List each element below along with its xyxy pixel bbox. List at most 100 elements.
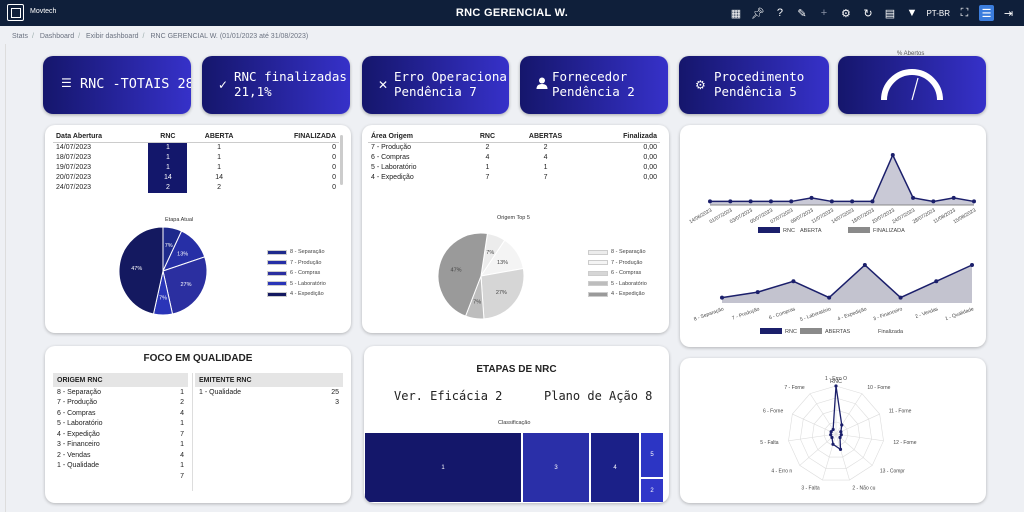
filter-icon[interactable]: ▼ bbox=[906, 7, 918, 19]
list-item[interactable]: 3 bbox=[195, 398, 343, 409]
radar-axis-label: 6 - Forne bbox=[763, 409, 784, 415]
item-value: 25 bbox=[331, 388, 339, 396]
treemap-cell[interactable]: 1 bbox=[364, 432, 522, 503]
legend-item[interactable]: 7 - Produção bbox=[588, 258, 647, 269]
pie-slice bbox=[118, 226, 164, 315]
column-header[interactable]: Finalizada bbox=[583, 131, 660, 143]
list-item[interactable]: 1 - Qualidade 1 bbox=[53, 461, 188, 472]
list-item[interactable]: 4 - Expedição 7 bbox=[53, 429, 188, 440]
item-value: 1 bbox=[180, 420, 184, 428]
radar-axis bbox=[835, 433, 884, 442]
treemap-cell[interactable]: 2 bbox=[640, 478, 664, 503]
calendar-icon[interactable]: ▤ bbox=[884, 7, 896, 20]
breadcrumb-stats[interactable]: Stats bbox=[12, 33, 28, 40]
table-row[interactable]: 18/07/2023 1 1 0 bbox=[53, 152, 339, 163]
list-item[interactable]: 3 - Financeiro 1 bbox=[53, 440, 188, 451]
refresh-icon[interactable]: ↻ bbox=[863, 7, 873, 20]
legend-item[interactable]: 4 - Expedição bbox=[588, 289, 647, 300]
column-header[interactable]: Data Abertura bbox=[53, 131, 149, 143]
pin-icon[interactable]: 📌︎ bbox=[750, 7, 765, 20]
table-cell: 14 bbox=[215, 174, 223, 181]
legend-item[interactable]: 8 - Separação bbox=[588, 247, 647, 258]
exit-icon[interactable]: ⇥ bbox=[1003, 7, 1014, 20]
legend-item[interactable]: 8 - Separação bbox=[267, 247, 326, 258]
item-label: 7 - Produção bbox=[57, 399, 98, 407]
date-table-container[interactable]: Data Abertura RNC ABERTA FINALIZADA 14/07/2… bbox=[53, 131, 339, 197]
origem-table-container: ORIGEM RNC 8 - Separação 1 7 - Produção 2 6 … bbox=[53, 373, 188, 482]
table-cell: 14 bbox=[148, 172, 188, 183]
legend-item[interactable]: 7 - Produção bbox=[267, 258, 326, 269]
pie-slice-label: 7% bbox=[473, 300, 481, 306]
table-row[interactable]: 24/07/2023 2 2 0 bbox=[53, 182, 339, 193]
legend-swatch bbox=[800, 328, 822, 334]
list-item[interactable]: 1 - Qualidade 25 bbox=[195, 387, 343, 398]
table-cell: 1 bbox=[485, 164, 490, 171]
kpi-gauge[interactable] bbox=[838, 56, 986, 114]
treemap-cell[interactable]: 4 bbox=[590, 432, 640, 503]
radar-grid bbox=[811, 409, 861, 458]
data-point bbox=[970, 263, 974, 267]
area-table-container[interactable]: Área Origem RNC ABERTAS Finalizada 7 - Prod… bbox=[368, 131, 660, 197]
breadcrumb-view[interactable]: Exibir dashboard bbox=[86, 33, 139, 40]
scrollbar[interactable] bbox=[340, 135, 343, 185]
legend-item[interactable]: 6 - Compras bbox=[267, 268, 326, 279]
table-row[interactable]: 6 - Compras 4 4 0,00 bbox=[368, 153, 660, 163]
column-header[interactable]: Área Origem bbox=[368, 131, 468, 143]
data-point bbox=[720, 295, 724, 300]
series-line bbox=[721, 263, 973, 299]
settings-icon[interactable]: ⚙ bbox=[841, 7, 851, 20]
item-value: 2 bbox=[180, 399, 184, 407]
list-item[interactable]: 7 bbox=[53, 471, 188, 482]
table-row[interactable]: 19/07/2023 1 1 0 bbox=[53, 162, 339, 173]
panel-trends: 14/06/2023 01/07/2023 03/07/2023 05/07/2023… bbox=[680, 125, 986, 347]
column-header[interactable]: ABERTAS bbox=[507, 131, 584, 143]
table-cell: 1 bbox=[148, 152, 188, 163]
kpi-erro-operacional[interactable]: ✕ Erro Operaciona Pendência 7 bbox=[362, 56, 509, 114]
table-row[interactable]: 20/07/2023 14 14 0 bbox=[53, 172, 339, 183]
table-row[interactable]: 5 - Laboratório 1 1 0,00 bbox=[368, 163, 660, 173]
list-item[interactable]: 5 - Laboratório 1 bbox=[53, 419, 188, 430]
column-header[interactable]: ABERTA bbox=[187, 131, 251, 143]
grid-icon[interactable]: ▦ bbox=[730, 7, 742, 20]
fullscreen-icon[interactable]: ⛶ bbox=[960, 6, 969, 19]
language-selector[interactable]: PT-BR bbox=[926, 8, 950, 18]
legend-item[interactable]: 5 - Laboratório bbox=[267, 279, 326, 290]
data-point bbox=[890, 153, 895, 157]
data-point bbox=[972, 199, 976, 204]
table-row[interactable]: 14/07/2023 1 1 0 bbox=[53, 142, 339, 153]
table-row[interactable]: 7 - Produção 2 2 0,00 bbox=[368, 143, 660, 153]
divider bbox=[192, 373, 193, 491]
list-item[interactable]: 7 - Produção 2 bbox=[53, 398, 188, 409]
kpi-fornecedor[interactable]: Fornecedor Pendência 2 bbox=[520, 56, 668, 114]
pie-legend: 8 - Separação 7 - Produção 6 - Compras 5 - … bbox=[588, 247, 647, 300]
table-row[interactable]: 4 - Expedição 7 7 0,00 bbox=[368, 173, 660, 183]
table-cell: 7 bbox=[485, 174, 490, 181]
list-item[interactable]: 8 - Separação 1 bbox=[53, 387, 188, 398]
table-cell: 4 bbox=[543, 154, 548, 161]
list-item[interactable]: 6 - Compras 4 bbox=[53, 408, 188, 419]
column-header[interactable]: RNC bbox=[467, 131, 508, 143]
legend-item[interactable]: 6 - Compras bbox=[588, 268, 647, 279]
help-icon[interactable]: ? bbox=[776, 7, 783, 19]
gauge-label: % Abertos bbox=[897, 51, 925, 57]
data-point bbox=[829, 433, 833, 437]
legend-item[interactable]: 5 - Laboratório bbox=[588, 279, 647, 290]
column-header[interactable]: RNC bbox=[148, 131, 188, 143]
treemap-cell[interactable]: 3 bbox=[522, 432, 590, 503]
edit-icon[interactable]: ✎ bbox=[797, 7, 807, 20]
table-cell: 24/07/2023 bbox=[56, 184, 92, 191]
kpi-rnc-totais[interactable]: ☰ RNC -TOTAIS 28 bbox=[43, 56, 191, 114]
radar-axis-label: 2 - Não cu bbox=[852, 486, 875, 492]
treemap-cell[interactable]: 5 bbox=[640, 432, 664, 478]
pie-slice-label: 7% bbox=[486, 250, 494, 256]
column-header[interactable]: FINALIZADA bbox=[250, 131, 339, 143]
breadcrumb-dashboard[interactable]: Dashboard bbox=[39, 33, 75, 40]
table-cell: 0,00 bbox=[643, 174, 657, 181]
list-item[interactable]: 2 - Vendas 4 bbox=[53, 450, 188, 461]
table-cell: 20/07/2023 bbox=[56, 174, 92, 181]
menu-icon[interactable]: ☰ bbox=[979, 5, 994, 21]
add-icon[interactable]: + bbox=[820, 7, 828, 19]
kpi-procedimento[interactable]: ⚙ Procedimento Pendência 5 bbox=[679, 56, 829, 114]
legend-item[interactable]: 4 - Expedição bbox=[267, 289, 326, 300]
kpi-rnc-finalizadas[interactable]: ✓ RNC finalizadas 21,1% bbox=[202, 56, 350, 114]
